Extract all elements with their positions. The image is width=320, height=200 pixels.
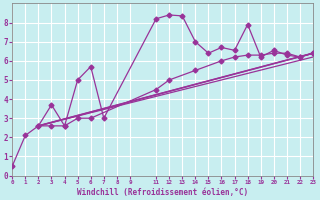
X-axis label: Windchill (Refroidissement éolien,°C): Windchill (Refroidissement éolien,°C) <box>77 188 248 197</box>
